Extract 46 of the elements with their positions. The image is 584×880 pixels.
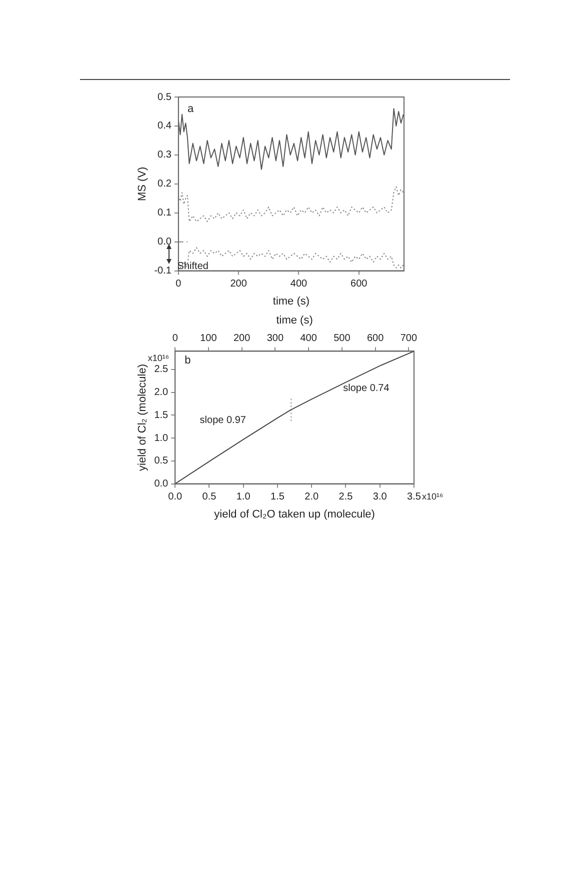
- y-tick-label: 2.0: [154, 387, 169, 398]
- x2-axis-title: time (s): [276, 314, 313, 327]
- y-tick-label: 0.0: [158, 236, 172, 248]
- annotation: a: [187, 103, 194, 116]
- y-tick-label: 0.5: [158, 92, 172, 103]
- y-tick-label: 0.3: [158, 150, 172, 161]
- x2-tick-label: 500: [334, 332, 351, 344]
- x2-tick-label: 700: [400, 332, 418, 344]
- x-tick-label: 2.5: [338, 492, 354, 503]
- line-series: [178, 186, 404, 222]
- x-tick-label: 3.0: [372, 492, 388, 503]
- x-tick-label: 400: [290, 278, 308, 290]
- x2-tick-label: 100: [200, 332, 218, 344]
- x-tick-label: 0.5: [202, 492, 217, 503]
- annotation: b: [184, 354, 191, 367]
- x2-tick-label: 400: [300, 332, 318, 344]
- x-tick-label: 2.0: [304, 492, 319, 503]
- y-axis-title: MS (V): [136, 166, 149, 202]
- x-tick-label: 200: [230, 278, 248, 290]
- x-tick-label: 0: [176, 278, 182, 290]
- y-tick-label: 1.5: [154, 410, 169, 421]
- line-series: [178, 247, 404, 268]
- x-axis-title: time (s): [272, 295, 310, 308]
- text: x10¹⁶: [422, 491, 444, 502]
- x2-tick-label: 200: [233, 332, 251, 344]
- x-axis-title: yield of Cl₂O taken up (molecule): [214, 508, 375, 520]
- annotation: slope 0.74: [343, 383, 390, 394]
- x2-tick-label: 300: [266, 332, 284, 344]
- y-tick-label: 0.5: [154, 456, 169, 467]
- text: x10¹⁶: [148, 352, 170, 363]
- y-tick-label: 0.1: [158, 208, 172, 219]
- x-tick-label: 0.0: [168, 492, 182, 503]
- x-tick-label: 1.0: [236, 492, 251, 503]
- x-tick-label: 1.5: [270, 492, 285, 503]
- y-tick-label: 0.4: [158, 120, 172, 132]
- y-tick-label: 2.5: [154, 364, 169, 376]
- annotation: slope 0.97: [200, 414, 246, 426]
- x-tick-label: 600: [350, 278, 368, 290]
- y-tick-label: -0.1: [154, 266, 172, 277]
- x-tick-label: 3.5: [407, 492, 422, 503]
- y-tick-label: 0.2: [158, 178, 172, 190]
- x2-tick-label: 600: [366, 332, 384, 344]
- y-tick-label: 1.0: [154, 432, 169, 444]
- x2-tick-label: 0: [172, 332, 178, 344]
- y-tick-label: 0.0: [154, 478, 169, 490]
- y-axis-title: yield of Cl₂ (molecule): [136, 364, 149, 471]
